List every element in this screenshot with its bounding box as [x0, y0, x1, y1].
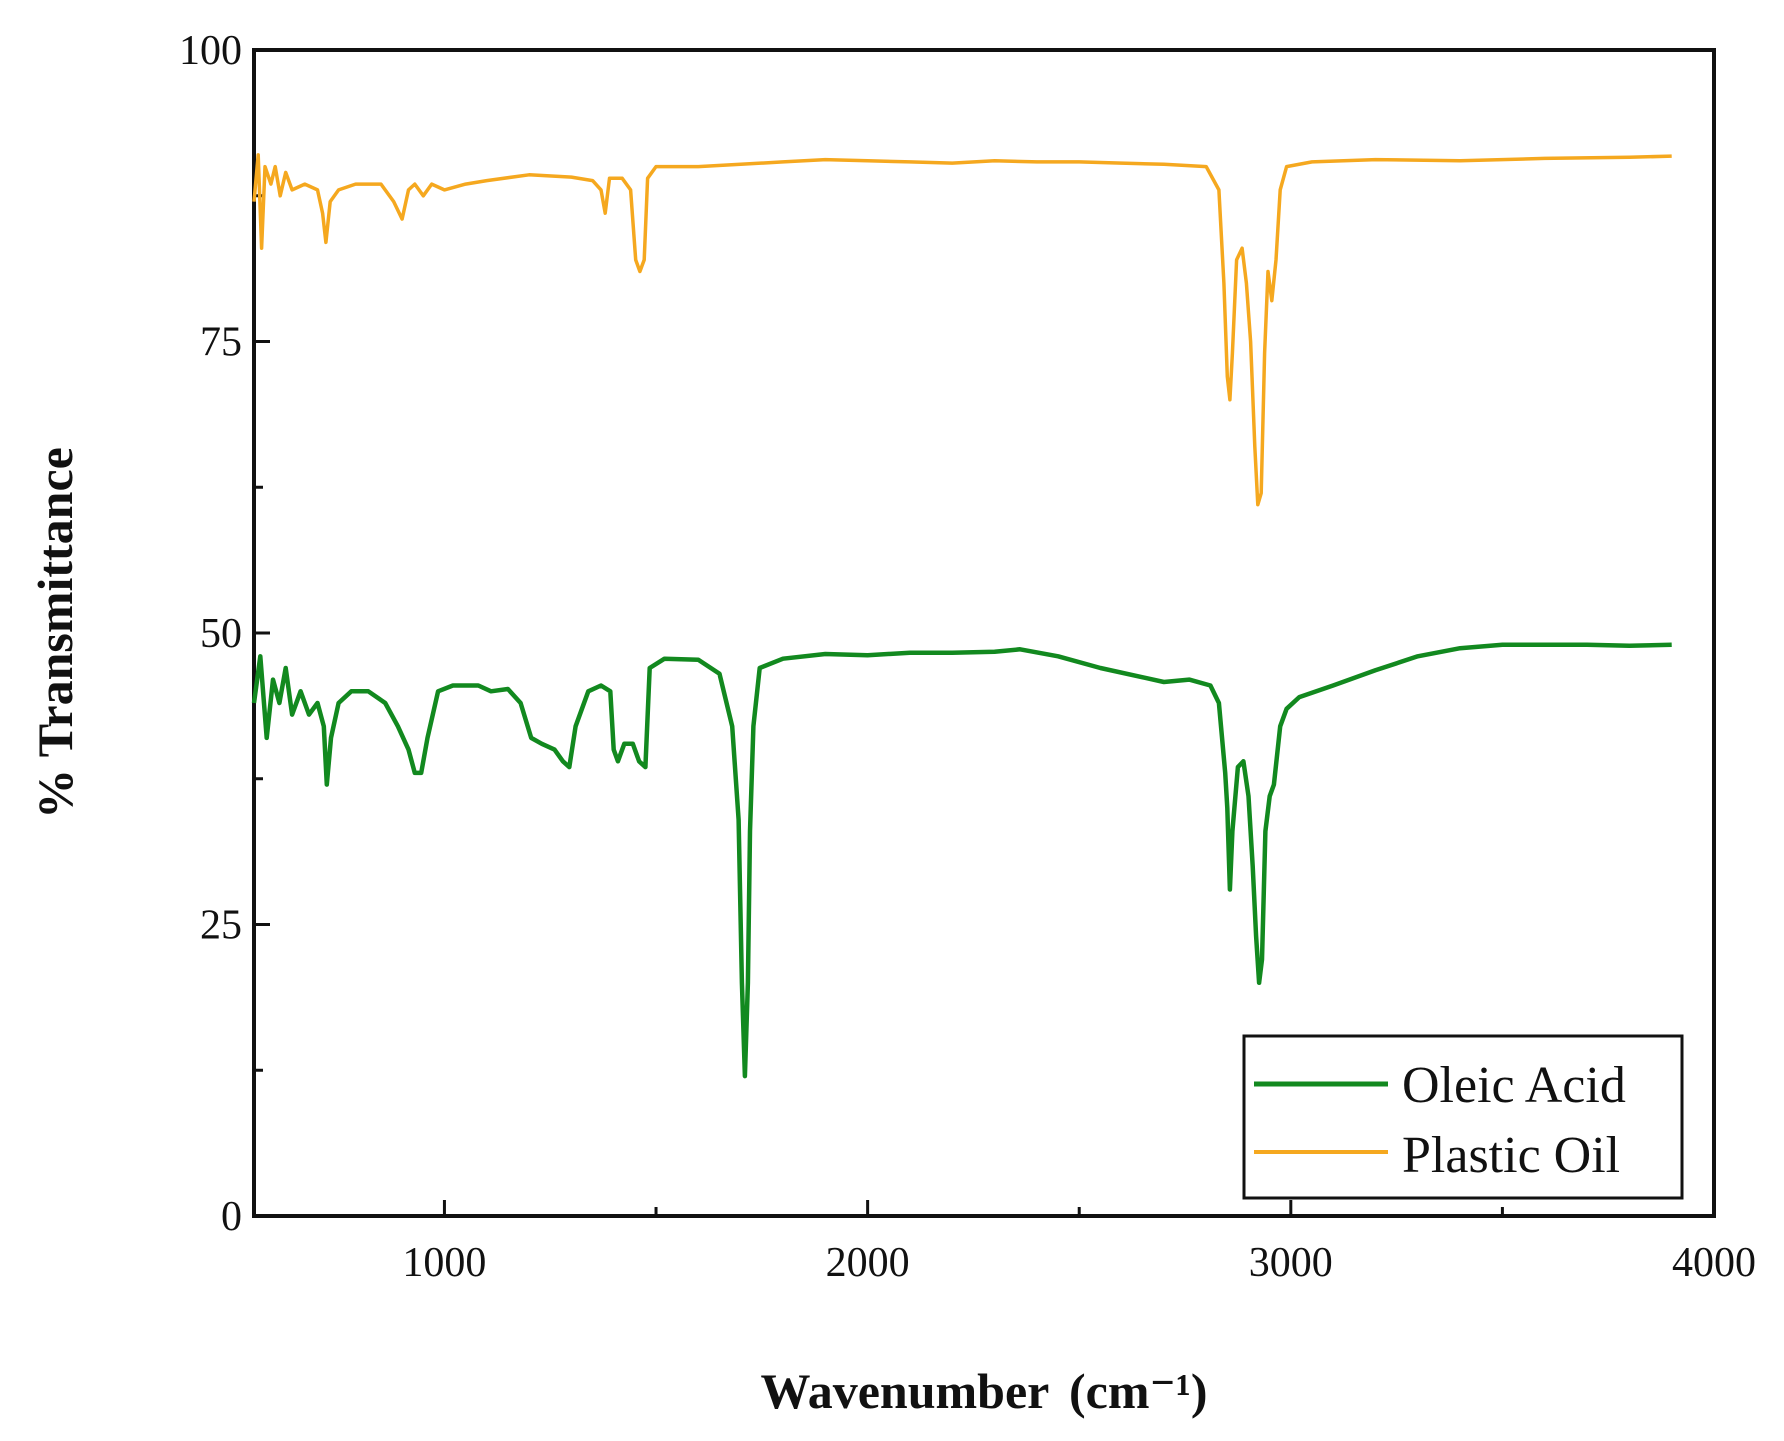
legend-box	[1242, 1034, 1684, 1200]
y-tick-label: 25	[200, 903, 242, 949]
legend-label-plastic-oil: Plastic Oil	[1402, 1127, 1620, 1184]
series-line-oleic-acid	[251, 642, 1672, 1079]
x-axis-ticks: 1000 2000 3000 4000	[402, 1200, 1756, 1286]
legend: Oleic Acid Plastic Oil	[1242, 1034, 1684, 1200]
y-tick-label: 100	[179, 28, 242, 74]
x-tick-label: 3000	[1249, 1240, 1333, 1286]
x-axis-title: Wavenumber (cm⁻¹)	[760, 1363, 1207, 1419]
series-layer	[251, 153, 1672, 1079]
x-tick-label: 4000	[1672, 1240, 1756, 1286]
x-axis-title-label: Wavenumber	[760, 1363, 1049, 1419]
series-line-plastic-oil	[252, 153, 1672, 507]
x-tick-label: 2000	[826, 1240, 910, 1286]
y-axis-title: % Transmittance	[27, 447, 83, 819]
legend-label-oleic-acid: Oleic Acid	[1402, 1057, 1626, 1114]
y-axis-ticks: 0 25 50 75 100	[179, 28, 270, 1240]
y-tick-label: 50	[200, 611, 242, 657]
y-tick-label: 75	[200, 320, 242, 366]
y-tick-label: 0	[221, 1194, 242, 1240]
x-tick-label: 1000	[402, 1240, 486, 1286]
x-axis-title-unit: (cm⁻¹)	[1069, 1363, 1208, 1419]
